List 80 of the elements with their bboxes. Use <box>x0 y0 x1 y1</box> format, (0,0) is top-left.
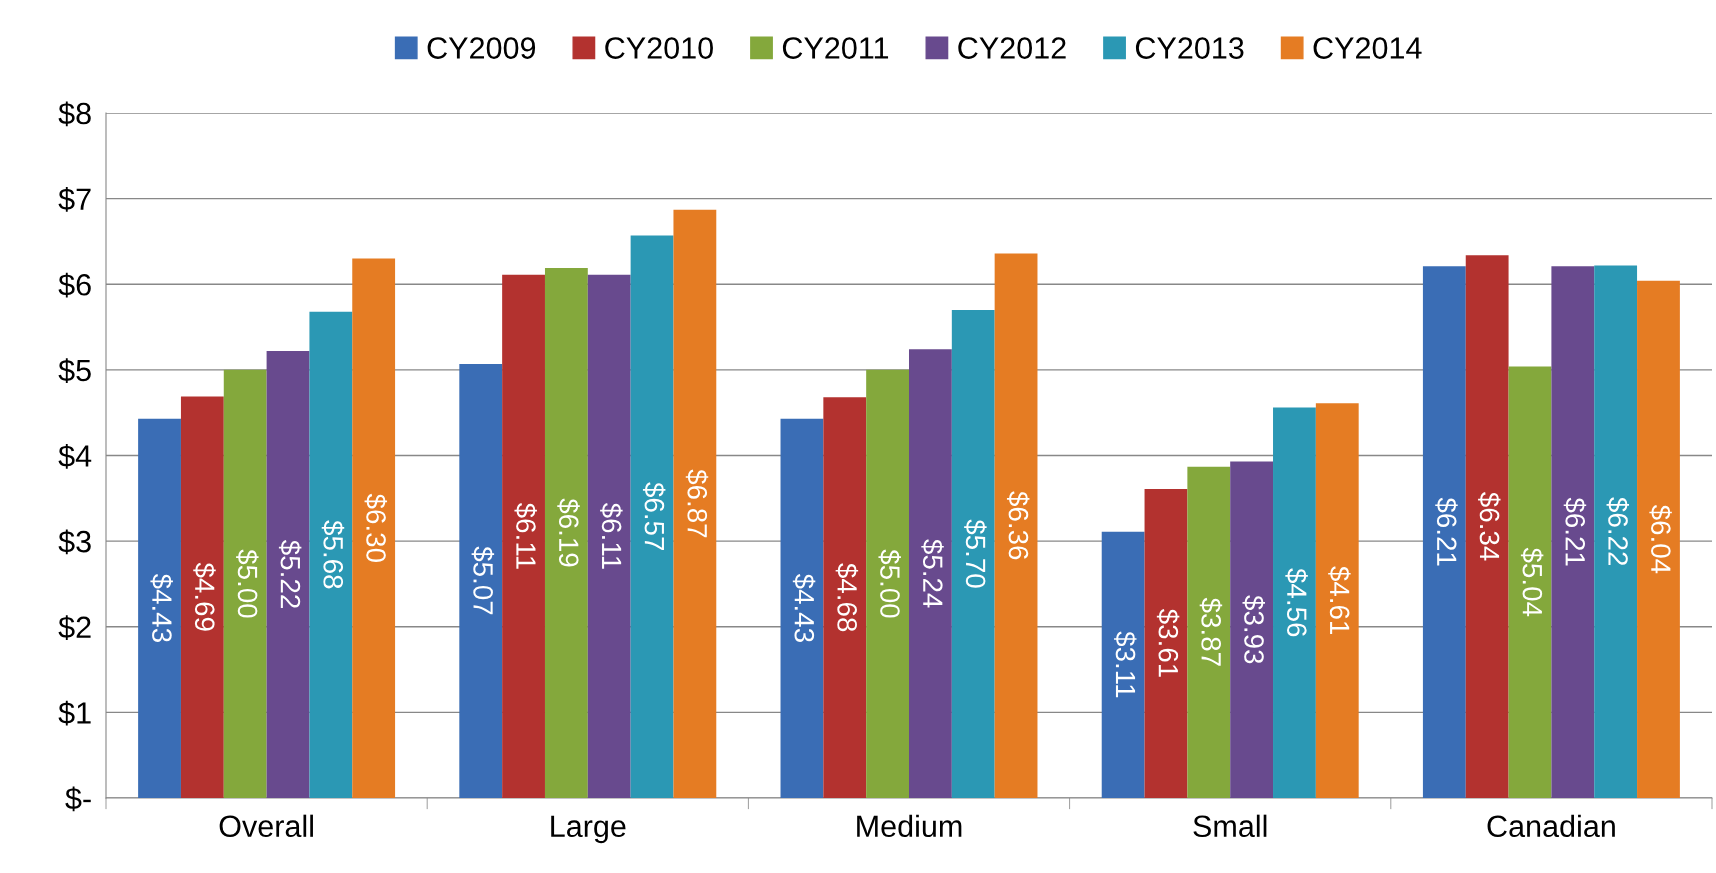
data-label: $5.70 <box>964 519 987 588</box>
y-tick-label: $6 <box>58 272 91 298</box>
y-tick-label: $4 <box>58 443 92 469</box>
bar <box>1508 366 1552 798</box>
data-label: $6.21 <box>1563 497 1587 566</box>
data-label: $3.11 <box>1114 631 1137 698</box>
x-tick-label: Small <box>1193 814 1267 838</box>
bar <box>1187 466 1231 798</box>
x-tick-label: Large <box>551 815 626 844</box>
bar <box>1465 255 1509 798</box>
bar <box>1273 407 1316 798</box>
bar <box>866 369 909 798</box>
bar <box>587 274 631 798</box>
data-label: $6.11 <box>600 502 623 569</box>
bar <box>544 267 588 798</box>
data-label: $5.00 <box>236 549 259 618</box>
bar <box>138 418 181 798</box>
bar <box>223 369 267 798</box>
data-label: $3.93 <box>1242 595 1265 664</box>
legend-label: CY2009 <box>427 37 536 59</box>
data-label: $5.22 <box>278 540 302 608</box>
bar <box>352 258 396 798</box>
bar <box>994 253 1038 798</box>
data-label: $6.34 <box>1478 492 1501 561</box>
bar <box>823 397 867 798</box>
data-label: $6.11 <box>514 502 537 569</box>
data-label: $4.68 <box>835 563 859 632</box>
bar <box>951 309 995 798</box>
data-label: $4.43 <box>792 573 816 642</box>
bar <box>459 363 503 798</box>
bar <box>266 351 310 798</box>
data-label: $5.00 <box>878 549 901 618</box>
bar <box>1230 461 1274 798</box>
legend-label: CY2011 <box>782 37 889 59</box>
bar <box>909 349 952 798</box>
data-label: $4.43 <box>150 573 173 642</box>
bar <box>180 396 224 798</box>
legend-label: CY2014 <box>1313 37 1422 59</box>
data-label: $6.21 <box>1435 497 1458 566</box>
data-label: $6.30 <box>364 493 388 562</box>
bar <box>309 311 353 798</box>
bar <box>1101 531 1145 798</box>
bar <box>1637 280 1680 798</box>
legend-label: CY2010 <box>605 37 713 59</box>
data-label: $6.57 <box>642 482 666 551</box>
bar <box>1551 266 1595 798</box>
bar <box>780 418 824 798</box>
x-tick-label: Canadian <box>1487 814 1615 838</box>
data-label: $5.04 <box>1520 547 1544 617</box>
x-tick-label: Medium <box>857 814 962 838</box>
y-tick-label: $7 <box>58 187 91 212</box>
bar <box>1144 488 1188 798</box>
data-label: $4.69 <box>193 562 216 631</box>
y-tick-label: $1 <box>58 700 91 726</box>
bar <box>1594 265 1638 798</box>
bar <box>1315 403 1359 798</box>
data-label: $6.87 <box>685 469 709 538</box>
bar <box>630 235 674 798</box>
data-label: $6.36 <box>1006 491 1030 560</box>
data-label: $5.07 <box>471 546 495 615</box>
data-label: $5.68 <box>321 520 345 589</box>
data-label: $4.61 <box>1328 566 1351 635</box>
y-tick-label: $3 <box>58 529 91 555</box>
y-tick-label: $- <box>65 786 91 812</box>
bar <box>673 209 717 798</box>
data-label: $6.19 <box>557 498 580 567</box>
data-label: $6.22 <box>1606 497 1630 566</box>
y-tick-label: $8 <box>58 101 91 127</box>
data-label: $3.61 <box>1156 608 1180 677</box>
bar <box>502 274 545 798</box>
data-label: $4.56 <box>1285 568 1308 637</box>
data-label: $6.04 <box>1649 504 1672 574</box>
bar <box>1422 266 1466 798</box>
data-label: $3.87 <box>1199 597 1223 666</box>
data-label: $5.24 <box>921 539 944 608</box>
y-tick-label: $5 <box>58 358 91 384</box>
legend-label: CY2013 <box>1135 37 1244 59</box>
legend-label: CY2012 <box>958 37 1066 59</box>
y-tick-label: $2 <box>58 615 91 640</box>
x-tick-label: Overall <box>219 814 313 838</box>
